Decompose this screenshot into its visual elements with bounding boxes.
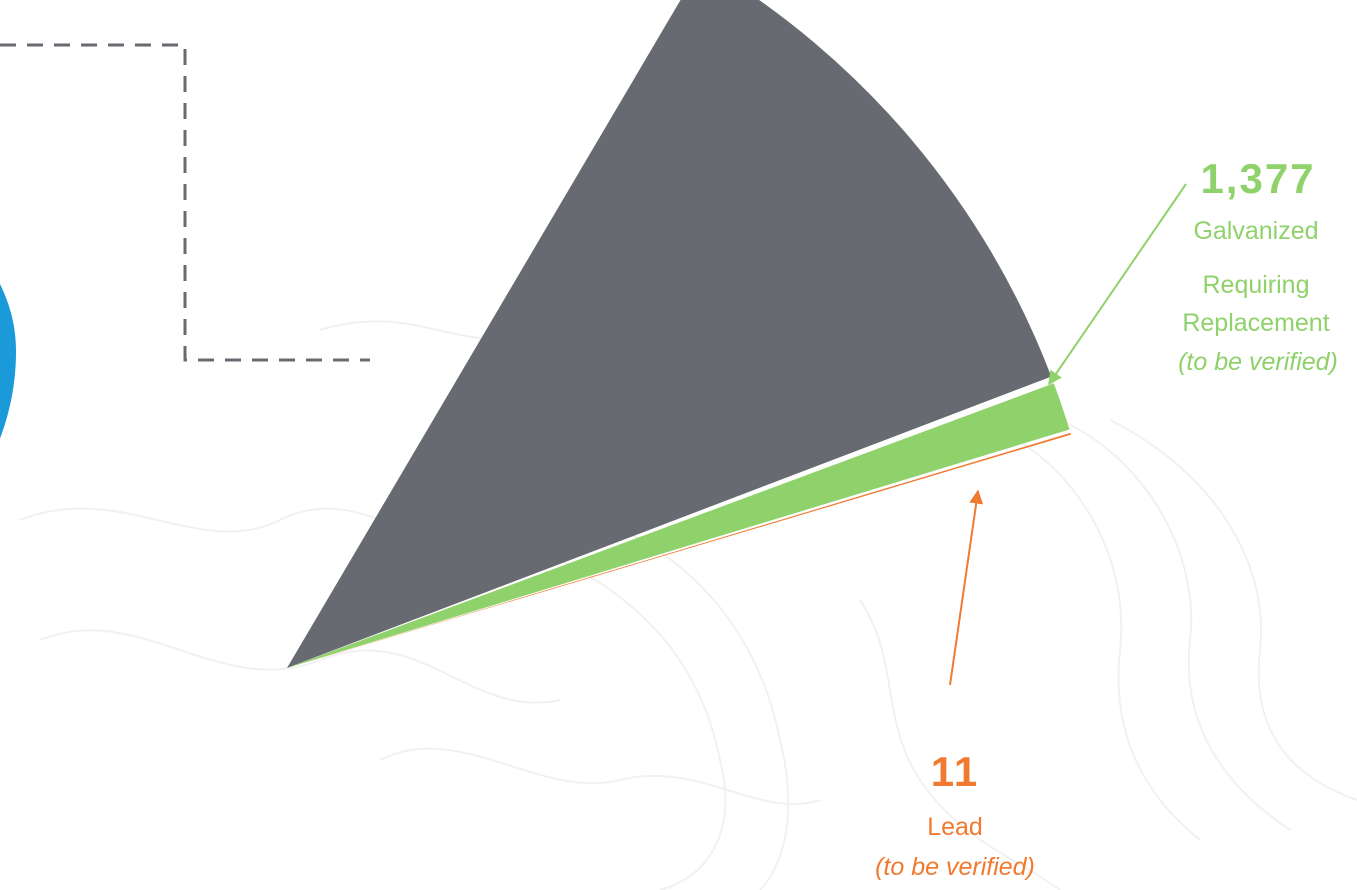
galvanized-label: 1,377 Galvanized Requiring Replacement (…	[1178, 155, 1338, 376]
galvanized-value: 1,377	[1200, 155, 1315, 202]
galvanized-label-line-3: Replacement	[1182, 309, 1329, 337]
background-contours	[19, 320, 1357, 890]
galvanized-note: (to be verified)	[1178, 348, 1338, 376]
unknown-material-value: 15,551	[675, 188, 815, 235]
lead-label: 11 Lead (to be verified)	[875, 748, 1035, 881]
lead-wedge	[287, 432, 1071, 668]
unknown-material-label-line-1: Unknown	[697, 249, 801, 277]
lead-value: 11	[931, 748, 979, 795]
galvanized-leader-arrow	[1048, 183, 1187, 386]
pie-wedges	[287, 0, 1071, 668]
galvanized-label-line-2: Requiring	[1202, 271, 1309, 299]
unknown-material-wedge	[287, 0, 1052, 668]
unknown-material-label: 15,551 Unknown Material (to be verified)	[665, 188, 825, 343]
dashed-connector	[0, 43, 370, 362]
blue-accent-arc	[0, 284, 16, 439]
lead-leader-arrow	[949, 489, 984, 686]
galvanized-label-line-1: Galvanized	[1193, 217, 1318, 245]
galvanized-wedge	[287, 383, 1070, 668]
lead-label-line-1: Lead	[927, 813, 983, 841]
unknown-material-label-line-2: Material	[705, 282, 794, 310]
lead-note: (to be verified)	[875, 853, 1035, 881]
unknown-material-note: (to be verified)	[665, 315, 825, 343]
